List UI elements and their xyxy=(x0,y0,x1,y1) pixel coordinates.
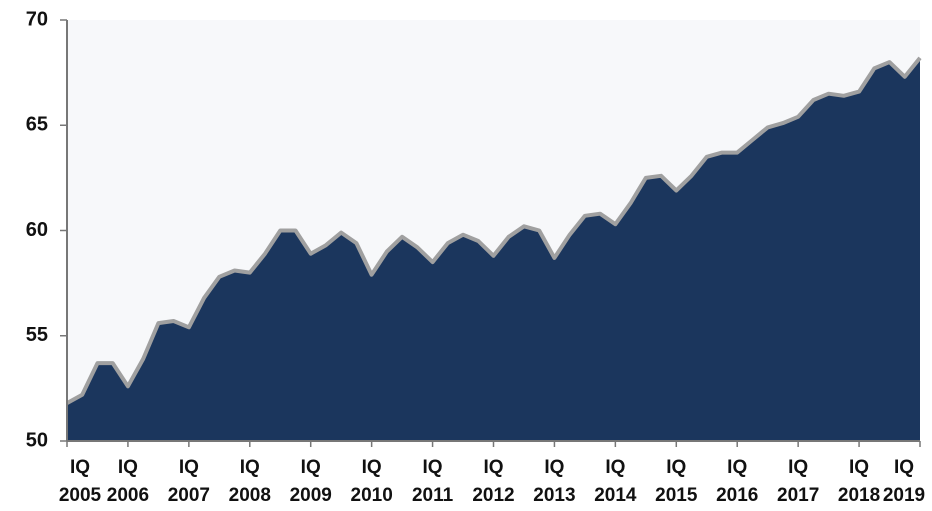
y-tick-label: 55 xyxy=(26,324,48,346)
x-tick-label: IQ 2005 xyxy=(58,457,102,506)
x-tick-label: IQ 2017 xyxy=(777,457,820,506)
x-tick-label: IQ 2014 xyxy=(594,457,637,506)
x-tick-label: IQ 2010 xyxy=(350,457,393,506)
x-tick-label: IQ 2009 xyxy=(289,457,332,506)
x-tick-label: IQ 2019 xyxy=(882,457,926,506)
x-tick-label: IQ 2013 xyxy=(533,457,576,506)
y-tick-label: 60 xyxy=(26,219,48,241)
area xyxy=(67,57,920,442)
y-tick-label: 50 xyxy=(26,429,48,451)
x-tick-label: IQ 2006 xyxy=(106,457,150,506)
x-tick-label: IQ 2015 xyxy=(655,457,698,506)
x-tick-label: IQ 2011 xyxy=(411,457,454,506)
x-tick-label: IQ 2008 xyxy=(228,457,271,506)
x-tick-label: IQ 2016 xyxy=(716,457,759,506)
y-tick-label: 65 xyxy=(26,114,48,136)
x-tick-label: IQ 2007 xyxy=(167,457,210,506)
x-tick-label: IQ 2012 xyxy=(472,457,515,506)
area-outline xyxy=(66,56,922,405)
x-tick-label: IQ 2018 xyxy=(837,457,881,506)
y-tick-label: 70 xyxy=(26,8,48,30)
